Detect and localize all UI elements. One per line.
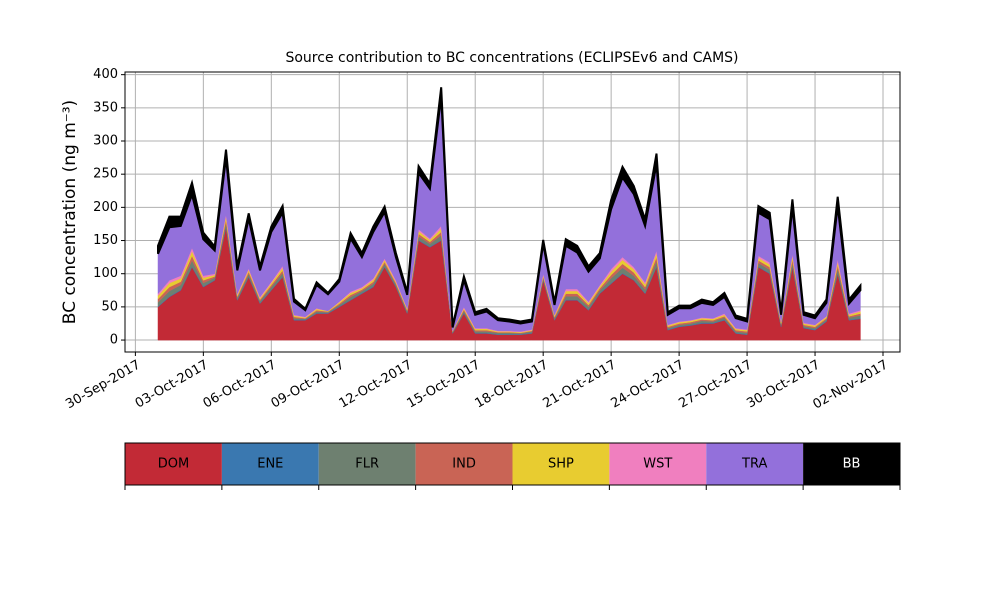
x-tick-label: 21-Oct-2017 bbox=[541, 358, 619, 412]
y-tick-label: 400 bbox=[93, 67, 118, 82]
legend-label: SHP bbox=[548, 457, 574, 472]
legend-swatch bbox=[415, 443, 513, 485]
legend-label: FLR bbox=[355, 457, 379, 472]
x-tick-label: 30-Sep-2017 bbox=[63, 358, 143, 413]
chart-title: Source contribution to BC concentrations… bbox=[285, 50, 738, 66]
y-tick-label: 50 bbox=[101, 299, 118, 314]
x-tick-label: 06-Oct-2017 bbox=[201, 358, 279, 412]
y-tick-label: 200 bbox=[93, 200, 118, 215]
legend-swatch bbox=[803, 443, 900, 485]
legend-label: DOM bbox=[158, 457, 189, 472]
legend-swatch bbox=[609, 443, 707, 485]
legend-label: ENE bbox=[257, 457, 283, 472]
x-tick-label: 30-Oct-2017 bbox=[744, 358, 822, 412]
legend-label: IND bbox=[452, 457, 476, 472]
legend-swatch bbox=[318, 443, 416, 485]
areas bbox=[157, 87, 862, 341]
legend-swatch bbox=[512, 443, 610, 485]
y-tick-label: 150 bbox=[93, 233, 118, 248]
legend-frame bbox=[124, 442, 901, 486]
y-tick-label: 250 bbox=[93, 167, 118, 182]
x-tick-label: 15-Oct-2017 bbox=[405, 358, 483, 412]
x-tick-label: 27-Oct-2017 bbox=[676, 358, 754, 412]
x-tick-label: 02-Nov-2017 bbox=[810, 358, 890, 413]
legend-swatch bbox=[706, 443, 804, 485]
x-tick-label: 24-Oct-2017 bbox=[608, 358, 686, 412]
x-tick-label: 12-Oct-2017 bbox=[337, 358, 415, 412]
legend-swatch bbox=[125, 443, 222, 485]
plot-frame bbox=[124, 71, 901, 353]
y-axis-label: BC concentration (ng m⁻³) bbox=[60, 100, 80, 324]
legend-label: WST bbox=[643, 457, 672, 472]
legend-label: BB bbox=[843, 457, 861, 472]
y-tick-label: 100 bbox=[93, 266, 118, 281]
y-tick-label: 350 bbox=[93, 100, 118, 115]
x-tick-label: 03-Oct-2017 bbox=[133, 358, 211, 412]
y-tick-label: 300 bbox=[93, 134, 118, 149]
area-bb bbox=[157, 87, 862, 328]
legend-label: TRA bbox=[741, 457, 767, 472]
y-tick-label: 0 bbox=[110, 333, 118, 348]
x-tick-label: 09-Oct-2017 bbox=[269, 358, 347, 412]
legend-swatch bbox=[221, 443, 319, 485]
x-tick-label: 18-Oct-2017 bbox=[473, 358, 551, 412]
legend: DOM ENE FLR IND SHP WST TRA BB bbox=[124, 442, 901, 490]
